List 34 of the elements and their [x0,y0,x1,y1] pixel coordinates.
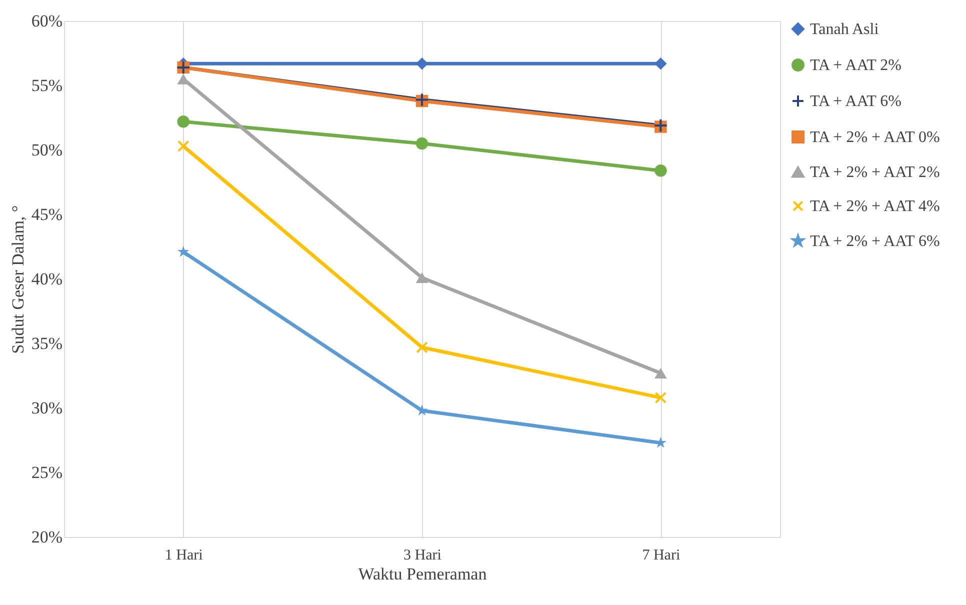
legend-label: TA + 2% + AAT 6% [810,233,940,250]
point [416,57,428,70]
point [416,404,428,416]
y-tick-label: 30% [31,398,62,418]
y-tick-label: 20% [31,528,62,546]
y-axis-title: Sudut Geser Dalam, ° [8,205,28,354]
point [177,140,190,152]
x-tick-label: 7 Hari [642,548,680,564]
x-tick-label: 3 Hari [404,548,442,564]
point [654,392,667,404]
point [178,246,190,257]
point [416,272,428,284]
point [654,164,667,177]
y-tick-label: 55% [31,76,62,95]
point [416,137,428,150]
y-tick-label: 50% [31,140,62,160]
x-tick-label: 1 Hari [164,548,203,564]
legend-label: TA + 2% + AAT 2% [810,164,940,181]
legend-label: TA + 2% + AAT 0% [810,129,940,146]
legend-label: TA + AAT 2% [810,57,902,74]
point [654,118,668,133]
legend-label: Tanah Asli [810,21,880,38]
y-tick-label: 25% [31,463,62,482]
point [654,368,667,378]
point [416,341,428,354]
point [654,57,667,70]
y-tick-label: 40% [31,270,62,288]
x-axis-title: Waktu Pemeraman [358,564,488,584]
point [177,116,190,128]
y-tick-label: 45% [31,205,62,224]
y-tick-label: 60% [31,12,62,30]
y-tick-label: 35% [31,334,62,353]
legend-label: TA + 2% + AAT 4% [810,198,940,215]
legend-label: TA + AAT 6% [810,93,902,110]
